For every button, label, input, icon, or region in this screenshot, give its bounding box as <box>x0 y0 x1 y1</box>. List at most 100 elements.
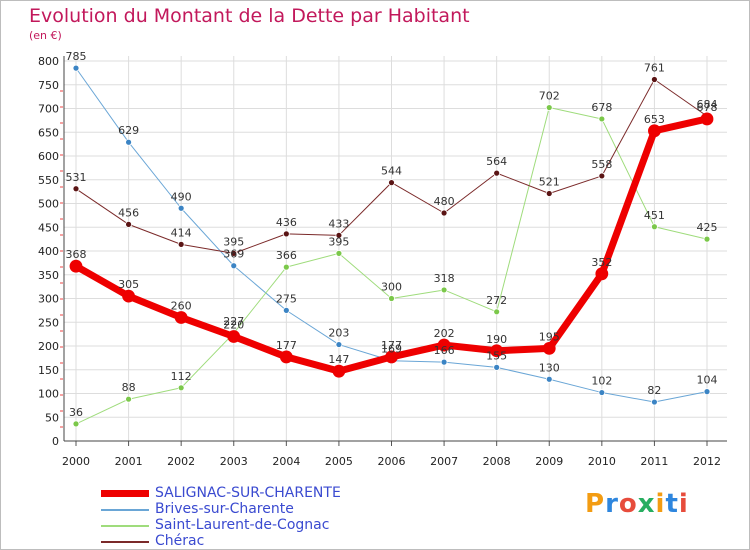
data-label-brives-sur-charente: 203 <box>328 327 349 340</box>
data-label-brives-sur-charente: 169 <box>381 343 402 356</box>
y-tick-label: 550 <box>38 174 59 187</box>
data-label-saint-laurent-de-cognac: 300 <box>381 281 402 294</box>
data-point-salignac-sur-charente <box>227 330 241 343</box>
data-point-salignac-sur-charente <box>490 344 504 358</box>
data-label-brives-sur-charente: 104 <box>697 374 718 387</box>
x-tick-label: 2010 <box>588 455 616 468</box>
y-tick-label: 500 <box>38 198 59 211</box>
data-label-salignac-sur-charente: 220 <box>223 319 244 332</box>
legend-swatch <box>101 541 149 543</box>
data-label-salignac-sur-charente: 190 <box>486 333 507 346</box>
data-point-cherac <box>598 172 606 180</box>
data-label-saint-laurent-de-cognac: 88 <box>122 381 136 394</box>
x-tick-label: 2007 <box>430 455 458 468</box>
x-tick-label: 2012 <box>693 455 721 468</box>
data-label-saint-laurent-de-cognac: 678 <box>591 101 612 114</box>
data-point-saint-laurent-de-cognac <box>72 420 80 428</box>
data-label-cherac: 456 <box>118 206 139 219</box>
data-label-cherac: 544 <box>381 165 402 178</box>
data-point-saint-laurent-de-cognac <box>335 249 343 257</box>
data-label-cherac: 564 <box>486 155 507 168</box>
data-point-brives-sur-charente <box>703 388 711 396</box>
y-tick-label: 250 <box>38 316 59 329</box>
y-tick-label: 600 <box>38 150 59 163</box>
data-label-cherac: 436 <box>276 216 297 229</box>
data-label-brives-sur-charente: 275 <box>276 292 297 305</box>
data-point-cherac <box>335 231 343 239</box>
data-label-brives-sur-charente: 155 <box>486 349 507 362</box>
data-label-saint-laurent-de-cognac: 366 <box>276 249 297 262</box>
data-label-brives-sur-charente: 82 <box>647 384 661 397</box>
data-label-salignac-sur-charente: 195 <box>539 330 560 343</box>
data-point-salignac-sur-charente <box>69 259 83 273</box>
y-tick-label: 100 <box>38 388 59 401</box>
data-point-saint-laurent-de-cognac <box>545 104 553 111</box>
data-point-salignac-sur-charente <box>648 124 661 138</box>
data-point-salignac-sur-charente <box>595 267 609 281</box>
data-label-saint-laurent-de-cognac: 702 <box>539 90 560 103</box>
y-tick-label: 750 <box>38 79 59 92</box>
x-tick-label: 2009 <box>535 455 563 468</box>
unit-label: (en €) <box>29 29 62 42</box>
data-point-cherac <box>177 240 185 248</box>
y-tick-label: 450 <box>38 221 59 234</box>
data-point-cherac <box>651 76 658 83</box>
x-tick-label: 2003 <box>220 455 248 468</box>
data-label-salignac-sur-charente: 147 <box>328 353 349 366</box>
x-tick-label: 2002 <box>167 455 195 468</box>
data-point-saint-laurent-de-cognac <box>440 286 448 294</box>
data-point-brives-sur-charente <box>440 358 448 366</box>
data-point-salignac-sur-charente <box>437 338 451 352</box>
x-tick-label: 2001 <box>115 455 143 468</box>
data-point-saint-laurent-de-cognac <box>598 115 606 123</box>
data-label-cherac: 521 <box>539 176 560 189</box>
y-tick-label: 150 <box>38 364 59 377</box>
logo-letter: P <box>585 489 606 519</box>
data-label-cherac: 433 <box>328 217 349 230</box>
logo-letter: t <box>665 489 679 519</box>
proxiti-logo: Proxiti <box>585 489 689 519</box>
data-label-saint-laurent-de-cognac: 318 <box>434 272 455 285</box>
data-label-brives-sur-charente: 629 <box>118 124 139 137</box>
data-point-saint-laurent-de-cognac <box>651 223 658 231</box>
data-point-cherac <box>545 190 553 197</box>
data-label-saint-laurent-de-cognac: 451 <box>644 209 665 222</box>
data-label-saint-laurent-de-cognac: 395 <box>328 235 349 248</box>
data-label-salignac-sur-charente: 177 <box>381 339 402 352</box>
y-tick-label: 700 <box>38 103 59 116</box>
y-tick-label: 0 <box>52 435 59 448</box>
legend-label: Chérac <box>155 533 205 549</box>
data-point-brives-sur-charente <box>177 204 185 212</box>
y-tick-label: 400 <box>38 245 59 258</box>
data-point-cherac <box>388 179 395 187</box>
data-label-cherac: 684 <box>697 98 718 111</box>
data-label-brives-sur-charente: 369 <box>223 248 244 261</box>
logo-letter: i <box>678 489 689 519</box>
data-label-cherac: 761 <box>644 62 665 75</box>
data-label-cherac: 480 <box>434 195 455 208</box>
data-label-brives-sur-charente: 130 <box>539 361 560 374</box>
data-point-salignac-sur-charente <box>122 289 135 303</box>
data-label-salignac-sur-charente: 177 <box>276 339 297 352</box>
data-point-saint-laurent-de-cognac <box>388 295 395 302</box>
data-label-brives-sur-charente: 490 <box>171 190 192 203</box>
data-label-brives-sur-charente: 102 <box>591 375 612 388</box>
data-point-saint-laurent-de-cognac <box>125 395 132 403</box>
data-label-saint-laurent-de-cognac: 425 <box>697 221 718 234</box>
data-point-cherac <box>440 209 448 217</box>
logo-letter: i <box>655 489 666 519</box>
x-tick-label: 2006 <box>378 455 406 468</box>
data-point-salignac-sur-charente <box>332 364 346 378</box>
y-tick-label: 50 <box>45 411 59 424</box>
data-point-brives-sur-charente <box>72 64 80 72</box>
logo-letter: r <box>605 489 619 519</box>
data-point-cherac <box>493 169 501 177</box>
data-point-saint-laurent-de-cognac <box>282 263 290 271</box>
data-point-salignac-sur-charente <box>542 341 556 355</box>
chart-title: Evolution du Montant de la Dette par Hab… <box>29 5 470 27</box>
data-label-salignac-sur-charente: 260 <box>171 300 192 313</box>
legend-swatch <box>101 525 149 527</box>
data-point-cherac <box>230 249 238 257</box>
grid <box>64 56 727 441</box>
legend-swatch <box>101 490 149 497</box>
